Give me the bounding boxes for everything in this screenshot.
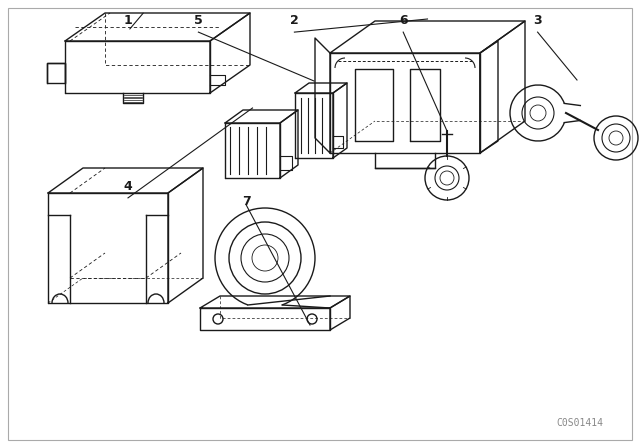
Bar — [47, 63, 65, 83]
Text: 4: 4 — [124, 180, 132, 193]
Text: 6: 6 — [399, 14, 408, 27]
Text: 2: 2 — [290, 14, 299, 27]
Text: 1: 1 — [124, 14, 132, 27]
Text: C0S01414: C0S01414 — [557, 418, 604, 428]
Text: 5: 5 — [194, 14, 203, 27]
Text: 3: 3 — [533, 14, 542, 27]
Text: 7: 7 — [242, 195, 251, 208]
